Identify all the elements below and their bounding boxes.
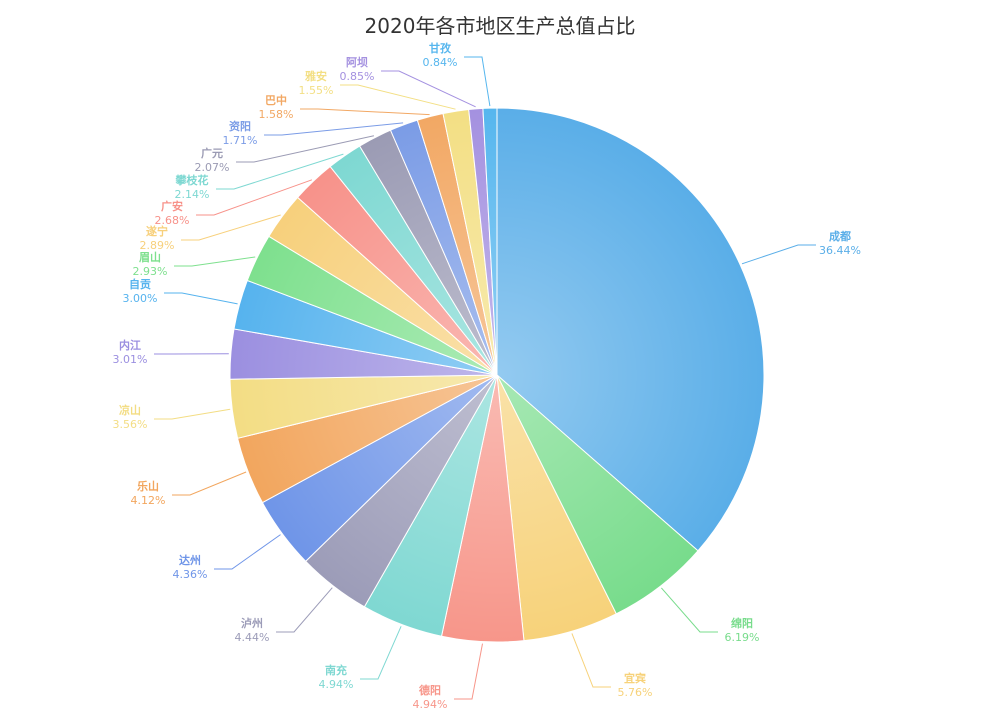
slice-label-name: 宜宾 <box>624 671 646 685</box>
leader-line-11 <box>174 256 256 267</box>
slice-label-name: 巴中 <box>265 93 287 107</box>
slice-label-percent: 5.76% <box>618 686 653 699</box>
slice-label-name: 广元 <box>201 146 223 160</box>
slice-label-percent: 3.01% <box>113 353 148 366</box>
slice-label-name: 成都 <box>829 229 851 243</box>
slice-label-name: 泸州 <box>241 616 263 630</box>
slice-label-percent: 1.58% <box>259 108 294 121</box>
chart-title: 2020年各市地区生产总值占比 <box>364 14 636 38</box>
slice-label-percent: 4.44% <box>235 631 270 644</box>
leader-line-1 <box>661 587 718 633</box>
leader-line-15 <box>236 135 375 163</box>
slice-label-percent: 6.19% <box>725 631 760 644</box>
leader-line-5 <box>276 587 333 633</box>
slice-label-name: 阿坝 <box>346 55 368 69</box>
slice-label-percent: 2.07% <box>195 161 230 174</box>
slice-label-percent: 36.44% <box>819 244 861 257</box>
slice-label-percent: 4.94% <box>319 678 354 691</box>
leader-line-10 <box>164 292 238 305</box>
leader-line-18 <box>340 84 456 110</box>
slice-label-name: 雅安 <box>305 69 327 83</box>
slice-label-percent: 3.56% <box>113 418 148 431</box>
slice-label-name: 达州 <box>179 553 201 567</box>
slice-label-name: 德阳 <box>418 683 441 697</box>
slice-label-name: 广安 <box>161 199 183 213</box>
slice-label-percent: 4.36% <box>173 568 208 581</box>
leader-line-8 <box>154 408 231 420</box>
slice-label-percent: 2.89% <box>140 239 175 252</box>
leader-line-17 <box>300 108 430 116</box>
slice-label-name: 内江 <box>119 338 141 352</box>
slice-label-name: 攀枝花 <box>175 173 209 187</box>
slice-label-name: 资阳 <box>229 119 251 133</box>
leader-line-0 <box>741 244 816 265</box>
slice-label-percent: 2.93% <box>133 265 168 278</box>
slice-label-percent: 3.00% <box>123 292 158 305</box>
slice-label-percent: 0.84% <box>423 56 458 69</box>
leader-line-3 <box>454 643 483 700</box>
slice-label-name: 乐山 <box>137 479 159 493</box>
leader-line-13 <box>196 179 313 216</box>
slice-label-percent: 1.55% <box>299 84 334 97</box>
slice-label-name: 凉山 <box>119 403 141 417</box>
slice-label-name: 自贡 <box>129 277 151 291</box>
leader-line-16 <box>264 122 404 136</box>
slice-label-percent: 2.14% <box>175 188 210 201</box>
slice-label-name: 遂宁 <box>146 224 168 238</box>
leader-line-19 <box>381 70 476 108</box>
leader-line-14 <box>216 153 344 190</box>
leader-line-2 <box>571 633 611 688</box>
leader-line-20 <box>464 56 491 107</box>
slice-label-percent: 1.71% <box>223 134 258 147</box>
slice-label-name: 南充 <box>325 663 347 677</box>
leader-line-4 <box>360 626 402 680</box>
slice-label-percent: 4.94% <box>413 698 448 711</box>
slice-label-percent: 2.68% <box>155 214 190 227</box>
slice-label-percent: 4.12% <box>131 494 166 507</box>
slice-label-name: 甘孜 <box>429 41 452 55</box>
leader-line-12 <box>181 214 281 241</box>
slice-label-name: 绵阳 <box>731 616 753 630</box>
slice-label-name: 眉山 <box>139 250 161 264</box>
leader-line-7 <box>172 471 247 496</box>
slice-label-percent: 0.85% <box>340 70 375 83</box>
leader-line-6 <box>214 534 281 570</box>
